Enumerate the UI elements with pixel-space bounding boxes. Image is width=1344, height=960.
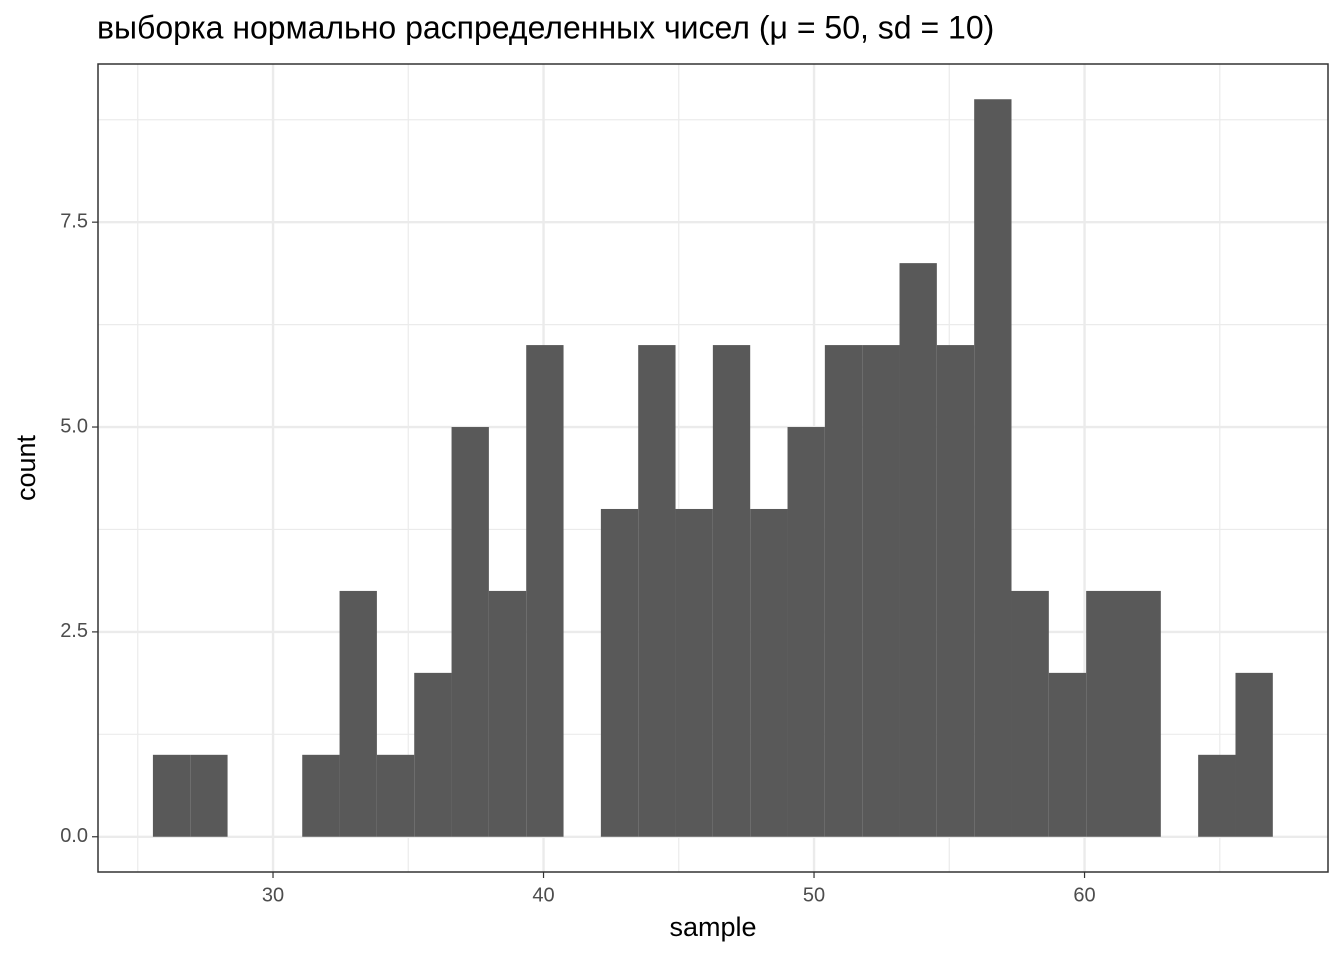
bar: [1123, 590, 1161, 837]
y-tick-label: 7.5: [60, 210, 88, 232]
x-axis-label: sample: [669, 912, 756, 942]
y-tick-label: 2.5: [60, 620, 88, 642]
x-tick-label: 40: [532, 884, 554, 906]
bar: [1011, 590, 1049, 837]
x-tick-label: 30: [262, 884, 284, 906]
x-tick-label: 50: [803, 884, 825, 906]
bar: [675, 508, 713, 837]
bar: [712, 345, 751, 837]
bar: [1198, 754, 1236, 837]
bar: [862, 345, 900, 837]
bar: [302, 754, 340, 837]
bar: [526, 345, 564, 837]
y-tick-label: 0.0: [60, 825, 88, 847]
bar: [451, 427, 489, 837]
y-axis-label: count: [11, 434, 41, 501]
bar: [1235, 672, 1273, 837]
x-tick-label: 60: [1073, 884, 1095, 906]
bar: [190, 754, 228, 837]
bar: [1086, 590, 1124, 837]
bar: [936, 345, 975, 837]
bar: [824, 345, 863, 837]
bar: [376, 754, 415, 837]
bar: [152, 754, 191, 837]
bar: [414, 672, 452, 837]
bar: [974, 99, 1012, 837]
bar: [638, 345, 676, 837]
bar: [339, 590, 377, 837]
bar: [600, 508, 639, 837]
bar: [899, 263, 937, 837]
y-tick-label: 5.0: [60, 415, 88, 437]
bar: [787, 427, 825, 837]
bar: [750, 508, 788, 837]
bar: [1048, 672, 1087, 837]
chart-title: выборка нормально распределенных чисел (…: [97, 9, 994, 45]
panel-border: [97, 63, 1329, 873]
bar: [488, 590, 527, 837]
